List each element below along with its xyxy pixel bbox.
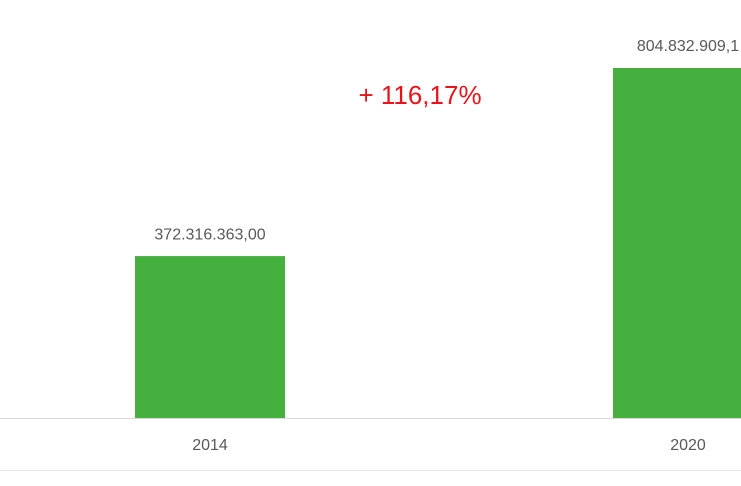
- bar: [613, 68, 741, 418]
- value-label: 804.832.909,1: [637, 38, 739, 55]
- x-tick-label: 2014: [192, 437, 228, 454]
- bar: [135, 256, 285, 418]
- annotation: + 116,17%: [358, 80, 481, 110]
- x-tick-label: 2020: [670, 437, 706, 454]
- value-label: 372.316.363,00: [154, 226, 265, 243]
